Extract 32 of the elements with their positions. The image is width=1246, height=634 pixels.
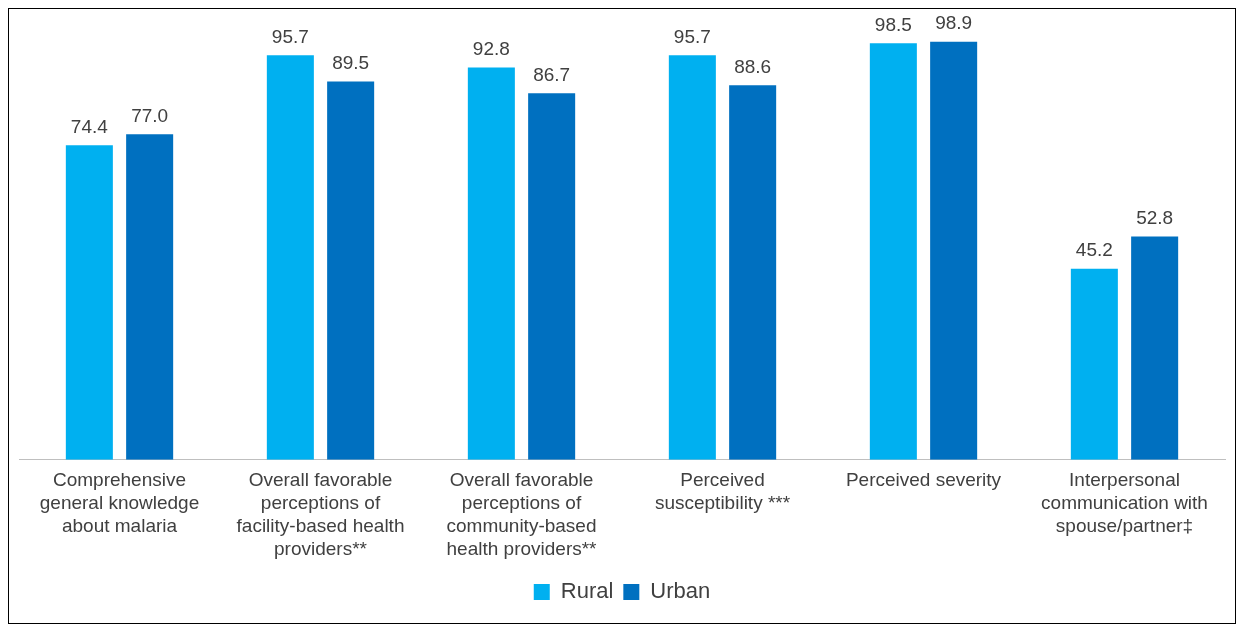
data-label: 95.7 — [271, 25, 309, 47]
data-label: 95.7 — [673, 25, 711, 47]
data-label: 88.6 — [734, 55, 772, 77]
x-tick-label: Perceived susceptibility *** — [654, 469, 791, 514]
data-label: 77.0 — [131, 104, 169, 126]
data-label: 89.5 — [332, 52, 370, 74]
x-tick-label: Interpersonal communication with spouse/partner‡ — [1041, 469, 1208, 537]
data-label: 74.4 — [70, 115, 109, 137]
bar — [266, 55, 314, 460]
bar — [65, 145, 113, 460]
data-label: 52.8 — [1136, 207, 1174, 229]
bar — [1070, 268, 1118, 460]
data-label: 98.5 — [874, 14, 912, 36]
x-tick-label: Comprehensive general knowledge about malaria — [39, 469, 200, 537]
x-tick-label: Overall favorable perceptions of facility-based health providers** — [236, 469, 405, 559]
data-label: 92.8 — [472, 38, 510, 60]
bar — [729, 85, 777, 460]
bar — [1131, 236, 1179, 460]
x-tick-label: Perceived severity — [845, 469, 1002, 491]
bar — [930, 41, 978, 460]
bar — [467, 67, 515, 460]
data-label: 98.9 — [935, 12, 973, 34]
data-label: 45.2 — [1075, 239, 1113, 261]
bar — [668, 55, 716, 460]
legend-label: Urban — [650, 578, 711, 604]
x-tick-label: Overall favorable perceptions of community-based health providers** — [446, 469, 598, 559]
bar — [126, 134, 174, 460]
bar — [869, 43, 917, 460]
legend-label: Rural — [560, 578, 614, 604]
data-label: 86.7 — [533, 63, 571, 85]
bar — [528, 93, 576, 460]
bar — [327, 81, 375, 460]
